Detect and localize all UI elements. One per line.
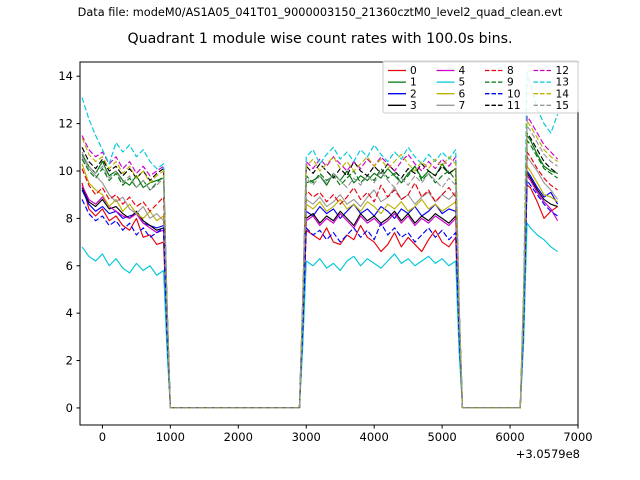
x-tick-label: 3000 — [292, 430, 321, 444]
series-line-14 — [81, 120, 558, 409]
y-tick-label: 8 — [66, 211, 73, 225]
legend-background — [382, 60, 579, 114]
y-tick-label: 0 — [66, 401, 73, 415]
plot-title: Quadrant 1 module wise count rates with … — [127, 31, 513, 47]
y-tick-label: 2 — [66, 354, 73, 368]
x-tick-label: 7000 — [563, 430, 592, 444]
series-line-10 — [81, 179, 558, 409]
legend-label-12: 12 — [556, 65, 569, 77]
series-line-2 — [81, 170, 559, 409]
legend-label-5: 5 — [459, 77, 466, 89]
data-file-caption: Data file: modeM0/AS1A05_041T01_90000031… — [77, 6, 563, 19]
legend-label-10: 10 — [507, 88, 521, 100]
axes-layer: 0 1000 2000 3000 4000 5000 6000 700002468101214… — [58, 61, 593, 461]
legend-label-4: 4 — [459, 65, 466, 77]
x-axis-offset-label: +3.0579e8 — [516, 447, 580, 461]
legend-label-0: 0 — [410, 65, 417, 77]
legend-label-14: 14 — [556, 88, 570, 100]
series-line-4 — [81, 175, 559, 409]
legend-label-6: 6 — [459, 88, 466, 100]
series-line-5 — [81, 222, 558, 409]
legend-label-15: 15 — [556, 100, 569, 112]
series-line-12 — [81, 115, 559, 409]
series-line-6 — [81, 163, 558, 409]
legend-label-9: 9 — [507, 77, 514, 89]
x-tick-label: 1000 — [156, 430, 185, 444]
y-tick-label: 6 — [66, 259, 73, 273]
legend-label-8: 8 — [507, 65, 514, 77]
series-line-7 — [81, 156, 559, 409]
y-tick-label: 4 — [66, 306, 73, 320]
series-line-8 — [81, 151, 558, 409]
y-tick-label: 14 — [58, 69, 73, 83]
series-layer — [81, 70, 559, 409]
x-tick-label: 6000 — [495, 430, 524, 444]
legend-label-11: 11 — [507, 100, 520, 112]
x-tick-label: 2000 — [224, 430, 253, 444]
legend-label-7: 7 — [459, 100, 466, 112]
series-line-15 — [81, 125, 558, 409]
y-tick-label: 10 — [58, 164, 73, 178]
legend-label-2: 2 — [410, 88, 417, 100]
series-line-9 — [81, 139, 558, 409]
legend-label-1: 1 — [410, 77, 417, 89]
x-tick-label: 0 — [99, 430, 106, 444]
legend-label-13: 13 — [556, 77, 569, 89]
y-tick-label: 12 — [58, 117, 73, 131]
legend-label-3: 3 — [410, 100, 417, 112]
axes-frame — [79, 61, 579, 426]
x-tick-label: 5000 — [427, 430, 456, 444]
x-tick-label: 4000 — [360, 430, 389, 444]
